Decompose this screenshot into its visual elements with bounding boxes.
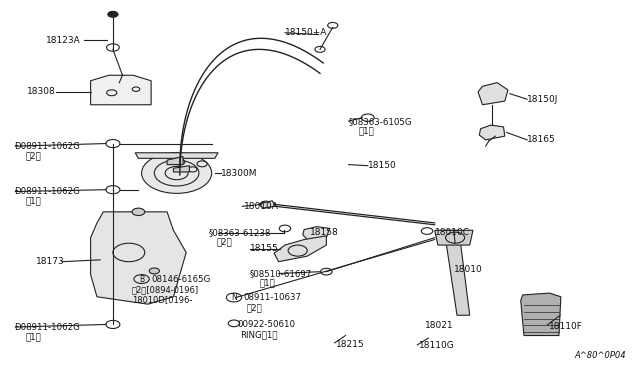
Polygon shape (435, 230, 473, 245)
Circle shape (108, 12, 118, 17)
Text: 18150+A: 18150+A (285, 28, 327, 37)
Text: 00922-50610: 00922-50610 (237, 320, 295, 329)
Text: 18165: 18165 (527, 135, 556, 144)
Text: 〨1〩: 〨1〩 (358, 126, 374, 135)
Text: 18158: 18158 (310, 228, 339, 237)
Text: N: N (231, 293, 237, 302)
Text: §08363-61238: §08363-61238 (209, 228, 271, 237)
Text: §08510-61697: §08510-61697 (250, 269, 312, 278)
Text: B: B (139, 275, 144, 283)
Text: 18300M: 18300M (221, 169, 258, 177)
Text: 18215: 18215 (336, 340, 365, 349)
Polygon shape (173, 166, 189, 172)
Text: 18110G: 18110G (419, 341, 454, 350)
Text: 18155: 18155 (250, 244, 278, 253)
Text: 18010A: 18010A (244, 202, 278, 211)
Text: 18021: 18021 (425, 321, 454, 330)
Polygon shape (303, 227, 330, 240)
Text: A^80^0P04: A^80^0P04 (574, 350, 626, 359)
Text: Ð08911-1062G: Ð08911-1062G (15, 142, 81, 151)
Polygon shape (259, 201, 275, 208)
Text: RING〨1〩: RING〨1〩 (241, 330, 278, 339)
Text: 〨1〩: 〨1〩 (26, 196, 42, 205)
Polygon shape (135, 153, 218, 158)
Polygon shape (478, 83, 508, 105)
Text: 〨2〩: 〨2〩 (217, 238, 232, 247)
Circle shape (132, 208, 145, 215)
Text: 08911-10637: 08911-10637 (244, 293, 301, 302)
Text: 18010D[0196-: 18010D[0196- (132, 295, 193, 304)
Circle shape (149, 268, 159, 274)
Text: 〨2〩: 〨2〩 (246, 303, 262, 312)
Polygon shape (274, 236, 326, 262)
Polygon shape (479, 125, 505, 140)
Text: 18010C: 18010C (435, 228, 470, 237)
Text: 08146-6165G: 08146-6165G (151, 275, 211, 283)
Text: 18110F: 18110F (549, 322, 583, 331)
Text: Ð08911-1062G: Ð08911-1062G (15, 187, 81, 196)
Text: 18308: 18308 (27, 87, 56, 96)
Text: 〨1〩: 〨1〩 (259, 278, 275, 287)
Text: Ð08911-1062G: Ð08911-1062G (15, 323, 81, 331)
Polygon shape (91, 75, 151, 105)
Text: §08363-6105G: §08363-6105G (349, 117, 412, 126)
Text: 〨2〩: 〨2〩 (26, 151, 42, 160)
Text: 〨2〩[0894-0196]: 〨2〩[0894-0196] (132, 285, 199, 294)
Polygon shape (167, 157, 183, 164)
Text: 18150J: 18150J (527, 95, 559, 104)
Text: 18123A: 18123A (46, 36, 81, 45)
Polygon shape (444, 230, 470, 315)
Polygon shape (91, 212, 186, 304)
Text: 18010: 18010 (454, 265, 483, 274)
Polygon shape (521, 293, 561, 336)
Text: 18150: 18150 (368, 161, 397, 170)
Circle shape (141, 153, 212, 193)
Text: 18173: 18173 (36, 257, 65, 266)
Text: 〨1〩: 〨1〩 (26, 332, 42, 341)
